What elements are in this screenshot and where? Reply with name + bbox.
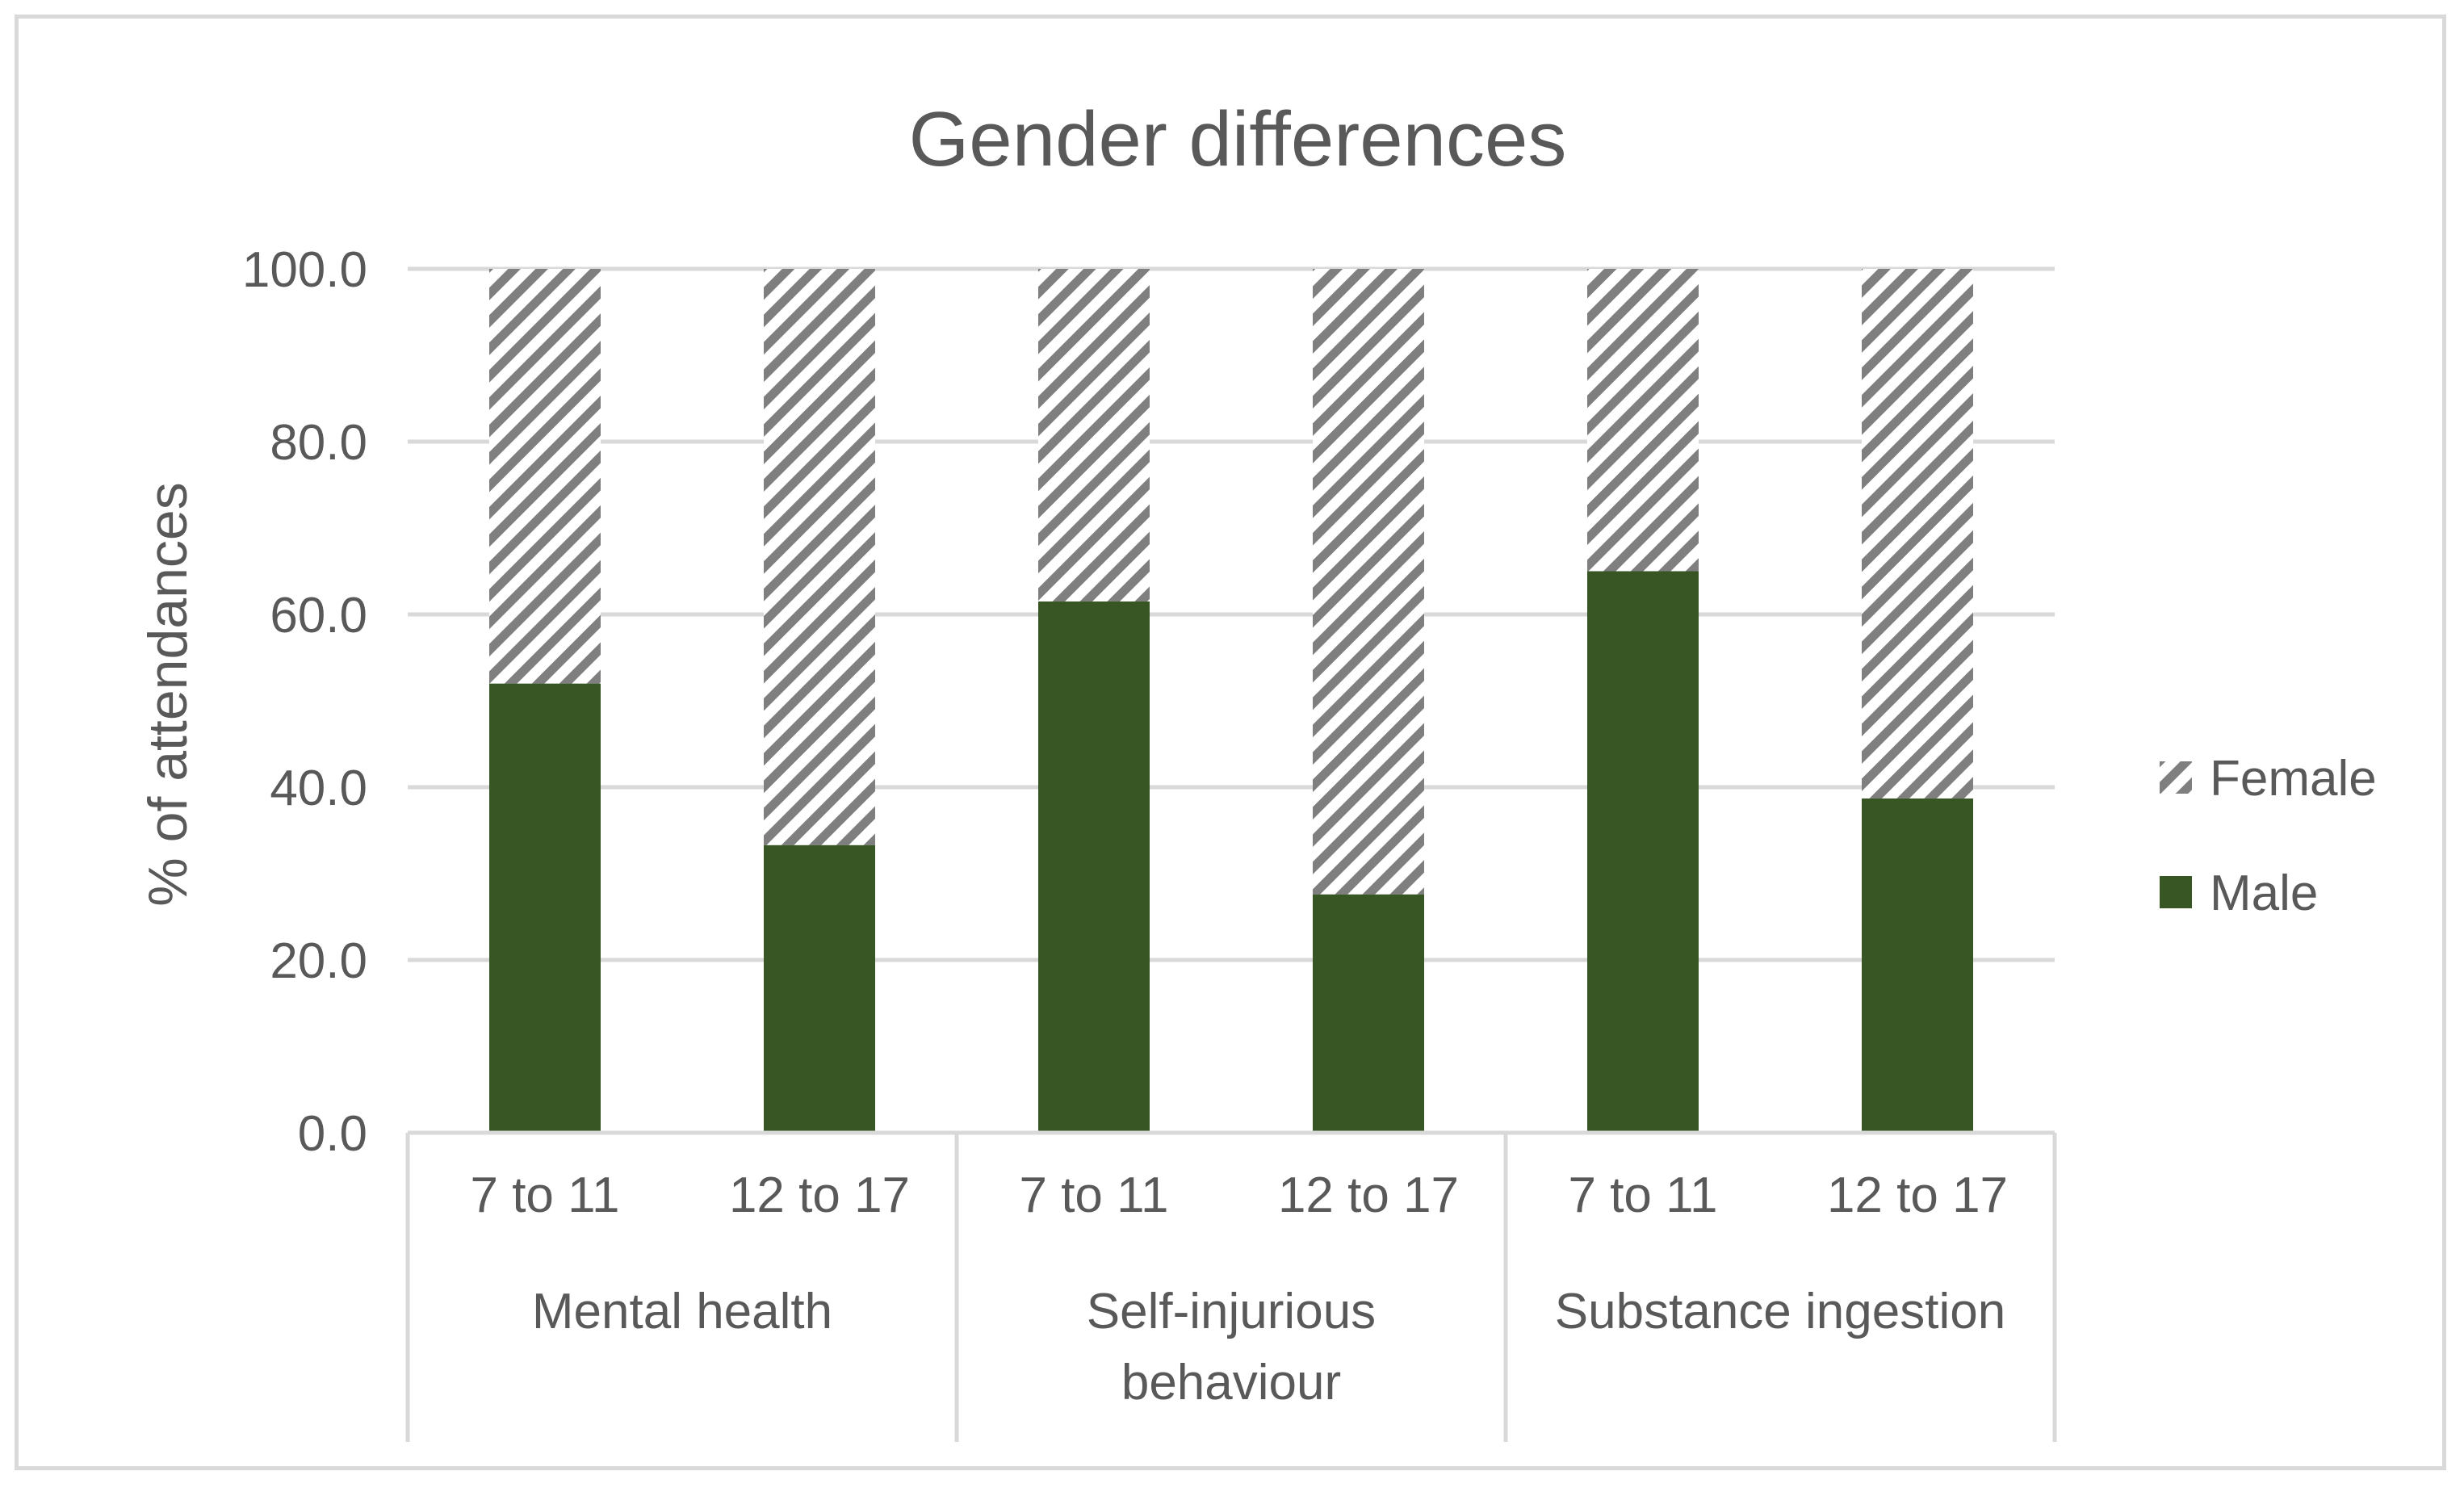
x-tick-label: 12 to 17	[729, 1167, 910, 1223]
chart-title: Gender differences	[909, 96, 1567, 182]
y-tick-label: 0.0	[298, 1106, 367, 1162]
x-tick-label: 7 to 11	[470, 1167, 619, 1223]
y-tick-label: 100.0	[242, 242, 367, 298]
legend-swatch-female	[2160, 761, 2192, 794]
gridlines	[408, 266, 2055, 962]
bar-female	[1862, 269, 1973, 798]
bars	[489, 269, 1973, 1133]
group-label: Substance ingestion	[1555, 1284, 2005, 1339]
bar-male	[1587, 571, 1699, 1133]
y-tick-label: 80.0	[270, 415, 367, 471]
y-axis-label: % of attendances	[137, 482, 199, 906]
x-tick-label: 12 to 17	[1278, 1167, 1459, 1223]
bar-female	[764, 269, 875, 845]
y-axis-ticks: 0.0 20.0 40.0 60.0 80.0 100.0	[242, 242, 367, 1162]
group-label: Self-injurious	[1087, 1284, 1376, 1339]
legend: Female Male	[2160, 751, 2377, 921]
bar-male	[489, 683, 601, 1133]
y-tick-label: 40.0	[270, 761, 367, 816]
bar-male	[764, 845, 875, 1133]
legend-label-female: Female	[2210, 751, 2377, 807]
x-tick-label: 7 to 11	[1568, 1167, 1717, 1223]
x-axis: 7 to 11 12 to 17 7 to 11 12 to 17 7 to 11 12 …	[405, 1130, 2057, 1442]
chart-frame: Gender differences % of attendances 0.0 2…	[15, 15, 2446, 1470]
bar-male	[1038, 601, 1150, 1133]
bar-male	[1313, 894, 1424, 1133]
bar-female	[1313, 269, 1424, 895]
legend-swatch-male	[2160, 876, 2192, 908]
x-tick-label: 12 to 17	[1827, 1167, 2008, 1223]
stacked-bar-chart: Gender differences % of attendances 0.0 2…	[137, 96, 2377, 1442]
y-tick-label: 20.0	[270, 933, 367, 989]
x-tick-label: 7 to 11	[1019, 1167, 1168, 1223]
bar-female	[1587, 269, 1699, 572]
y-tick-label: 60.0	[270, 588, 367, 643]
legend-label-male: Male	[2210, 866, 2318, 921]
bar-female	[489, 269, 601, 684]
group-label: behaviour	[1121, 1355, 1341, 1410]
group-label: Mental health	[532, 1284, 832, 1339]
bar-female	[1038, 269, 1150, 601]
bar-male	[1862, 798, 1973, 1133]
